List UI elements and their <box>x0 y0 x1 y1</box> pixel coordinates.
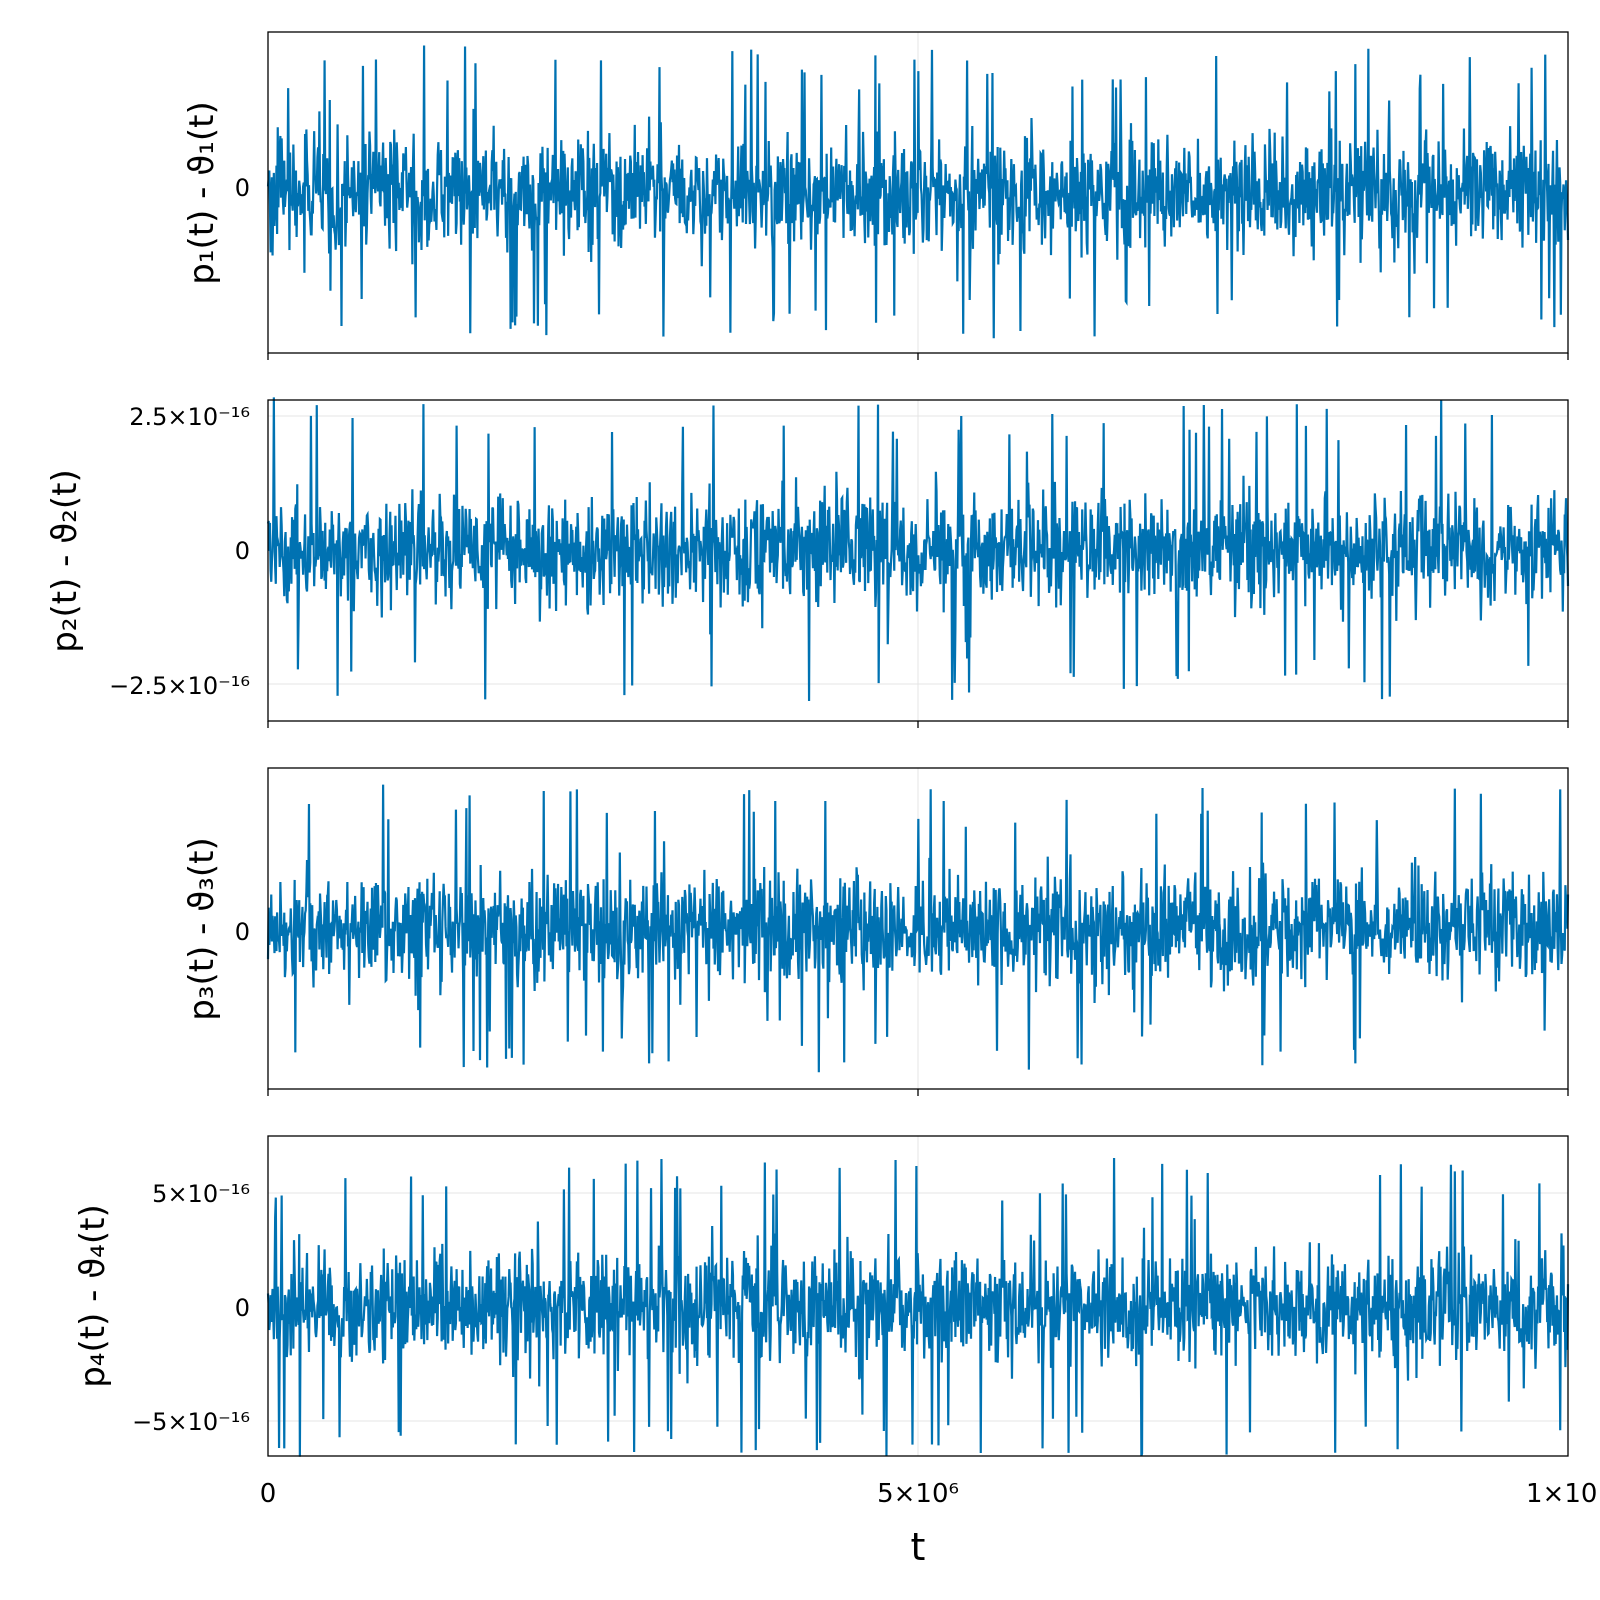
y-tick-label-upper: 5×10⁻¹⁶ <box>152 1180 250 1208</box>
y-tick-label-lower: −2.5×10⁻¹⁶ <box>109 672 250 700</box>
series-line-1 <box>266 45 1570 339</box>
y-tick-label-upper: 2.5×10⁻¹⁶ <box>129 403 250 431</box>
y-axis-label: p₄(t) - ϑ₄(t) <box>73 1204 113 1388</box>
series-line-2 <box>266 397 1570 701</box>
x-tick-label-0: 0 <box>260 1479 277 1509</box>
y-axis-label: p₂(t) - ϑ₂(t) <box>45 469 85 653</box>
y-tick-label-0: 0 <box>235 174 250 202</box>
series-2 <box>266 397 1570 701</box>
y-tick-label-0: 0 <box>235 537 250 565</box>
subplot-1: 0 p₁(t) - ϑ₁(t) <box>182 31 1570 360</box>
series-line-4 <box>266 1157 1570 1457</box>
plot-frame <box>267 1135 1569 1457</box>
subplot-2: 2.5×10⁻¹⁶ 0 −2.5×10⁻¹⁶ p₂(t) - ϑ₂(t) <box>45 397 1570 728</box>
y-tick-label-0: 0 <box>235 1294 250 1322</box>
y-tick-label-0: 0 <box>235 918 250 946</box>
series-1 <box>266 45 1570 339</box>
series-line-3 <box>266 784 1570 1073</box>
x-axis-label: t <box>911 1525 926 1569</box>
shared-x-axis: 0 5×10⁶ 1×10 t <box>260 1479 1598 1569</box>
subplot-4: 5×10⁻¹⁶ 0 −5×10⁻¹⁶ p₄(t) - ϑ₄(t) <box>73 1135 1570 1457</box>
y-axis-label: p₃(t) - ϑ₃(t) <box>182 837 222 1021</box>
y-tick-label-lower: −5×10⁻¹⁶ <box>132 1408 250 1436</box>
x-tick-label-5e6: 5×10⁶ <box>877 1479 959 1509</box>
series-3 <box>266 784 1570 1073</box>
x-tick-label-1e7: 1×10 <box>1526 1479 1597 1509</box>
subplot-3: 0 p₃(t) - ϑ₃(t) <box>182 767 1570 1096</box>
series-4 <box>266 1157 1570 1457</box>
y-axis-label: p₁(t) - ϑ₁(t) <box>182 101 222 285</box>
